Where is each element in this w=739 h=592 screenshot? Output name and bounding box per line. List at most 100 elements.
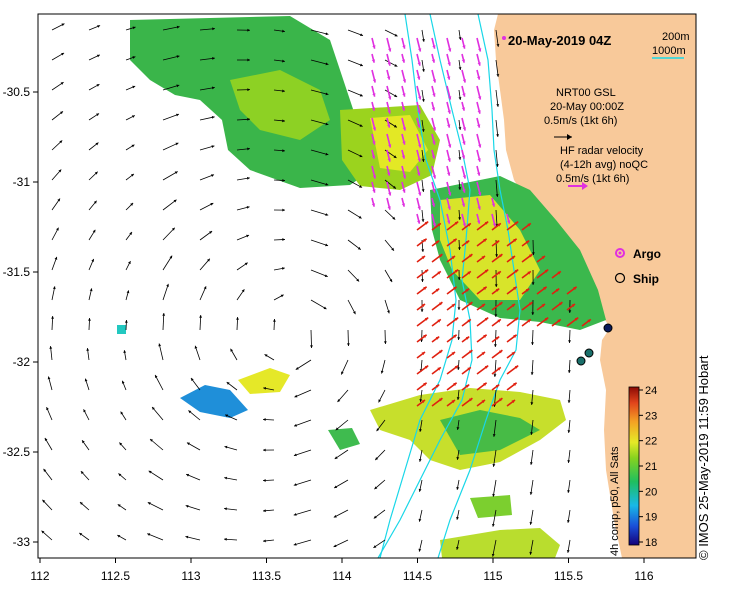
- hf-vector-head: [483, 334, 487, 338]
- hf-vector-head: [387, 110, 391, 114]
- nrt-vector-head: [293, 542, 297, 546]
- nrt-vector-head: [418, 548, 422, 552]
- colorbar-gradient: [628, 386, 640, 546]
- nrt-vector-head: [155, 374, 158, 378]
- hf-vector-head: [543, 286, 547, 290]
- nrt-vector-head: [124, 320, 128, 323]
- nrt-vector-head: [373, 515, 377, 519]
- x-tick-label: 112: [30, 569, 49, 583]
- nrt-vector: [162, 55, 180, 61]
- nrt-vector-head: [51, 316, 54, 319]
- nrt-vector-head: [247, 88, 250, 92]
- hf-vector-head: [451, 304, 455, 308]
- hf-vector-head: [387, 206, 391, 210]
- nrt-vector-head: [494, 314, 498, 317]
- nrt-vector-head: [493, 374, 497, 377]
- nrt-vector-head: [457, 277, 461, 280]
- hf-vector-head: [437, 319, 441, 323]
- hf-legend-line3: 0.5m/s (1kt 6h): [556, 173, 629, 185]
- hf-vector-head: [511, 352, 515, 356]
- nrt-vector-head: [264, 354, 268, 357]
- hf-vector-head: [448, 192, 452, 196]
- nrt-vector-head: [247, 117, 250, 121]
- hf-vector-head: [574, 317, 579, 321]
- hf-vector-head: [371, 203, 376, 207]
- hf-vector-head: [495, 384, 500, 388]
- hf-vector-head: [402, 127, 407, 131]
- nrt-vector-head: [458, 127, 462, 130]
- hf-vector-head: [514, 317, 519, 321]
- nrt-vector-head: [458, 67, 462, 70]
- nrt-vector-head: [96, 54, 100, 58]
- nrt-vector: [334, 449, 349, 460]
- nrt-vector-head: [57, 198, 61, 202]
- hf-vector-head: [498, 350, 503, 354]
- hf-vector-head: [401, 107, 406, 111]
- nrt-vector: [151, 406, 164, 421]
- nrt-vector-head: [567, 460, 571, 463]
- nrt-vector-head: [47, 376, 51, 380]
- nrt-vector-head: [568, 310, 572, 313]
- nrt-vector-head: [152, 406, 155, 410]
- hf-vector-head: [462, 45, 466, 49]
- hf-vector-head: [462, 79, 467, 83]
- nrt-vector-head: [162, 313, 166, 316]
- hf-vector-head: [507, 220, 511, 224]
- nrt-vector-head: [169, 255, 173, 259]
- y-tick-label: -31: [13, 175, 31, 189]
- nrt-vector-head: [325, 152, 329, 156]
- nrt-vector-head: [224, 537, 227, 541]
- nrt-vector-head: [421, 249, 425, 252]
- nrt-legend-line3: 0.5m/s (1kt 6h): [544, 115, 617, 127]
- hf-vector-head: [401, 59, 406, 63]
- hf-vector-head: [477, 110, 481, 114]
- hf-vector-head: [454, 365, 459, 369]
- hf-vector-head: [402, 141, 406, 145]
- nrt-vector-head: [247, 147, 250, 151]
- nrt-vector-head: [224, 507, 227, 511]
- nrt-vector-head: [186, 473, 190, 477]
- nrt-vector-head: [176, 55, 180, 58]
- hf-vector-head: [372, 45, 376, 49]
- nrt-vector-head: [456, 457, 460, 460]
- nrt-vector-head: [458, 97, 462, 100]
- nrt-vector-head: [531, 342, 534, 345]
- nrt-vector-head: [333, 514, 337, 518]
- nrt-vector: [347, 299, 356, 315]
- nrt-vector-head: [567, 370, 571, 373]
- nrt-vector-head: [333, 544, 337, 548]
- nrt-vector-head: [96, 84, 100, 87]
- nrt-vector-head: [60, 82, 64, 85]
- nrt-vector-head: [359, 185, 363, 188]
- hf-vector-head: [421, 304, 425, 308]
- nrt-vector-head: [79, 532, 83, 536]
- nrt-vector-head: [380, 370, 384, 374]
- nrt-vector: [310, 59, 329, 65]
- nrt-vector-head: [263, 539, 266, 543]
- argo-legend-symbol: [615, 248, 625, 258]
- hf-vector-head: [483, 238, 487, 242]
- hf-vector-head: [481, 256, 485, 260]
- ship-marker: [603, 323, 613, 333]
- nrt-vector-head: [59, 140, 63, 144]
- hf-vector-head: [431, 107, 436, 111]
- sst-colorbar: 24 23 22 21 20 19 18 4h comp, p50, All Sats: [609, 385, 657, 556]
- nrt-vector-head: [244, 262, 248, 266]
- hf-vector-head: [468, 254, 473, 258]
- nrt-vector: [293, 539, 312, 546]
- hf-vector-head: [454, 221, 459, 225]
- nrt-vector: [495, 179, 498, 197]
- hf-vector-head: [541, 304, 545, 308]
- nrt-vector-head: [188, 410, 192, 414]
- hf-vector-head: [432, 93, 436, 97]
- nrt-vector-head: [325, 213, 329, 216]
- hf-vector-head: [417, 76, 421, 80]
- hf-vector-head: [468, 350, 473, 354]
- hf-vector-head: [417, 158, 421, 162]
- hf-vector-head: [514, 221, 519, 225]
- nrt-vector: [347, 269, 360, 282]
- hf-vector-head: [447, 172, 451, 176]
- nrt-vector: [162, 142, 179, 151]
- hf-legend-arrowhead: [582, 182, 588, 190]
- nrt-vector-head: [496, 134, 499, 137]
